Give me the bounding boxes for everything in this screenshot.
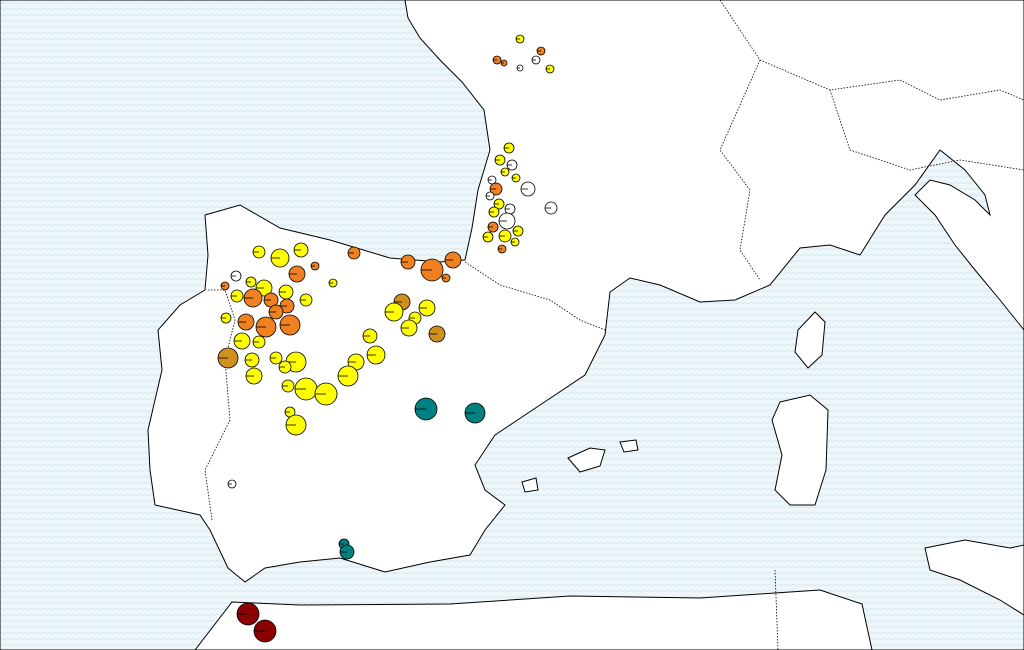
ibiza: [521, 477, 539, 493]
borders: [204, 0, 1024, 650]
sicily: [924, 539, 1024, 616]
markers: [217, 34, 558, 643]
mainland: [147, 0, 1024, 583]
corsica: [794, 311, 826, 369]
sardinia: [771, 394, 829, 506]
mallorca: [567, 447, 606, 473]
north-africa: [194, 589, 873, 650]
menorca: [619, 439, 639, 453]
